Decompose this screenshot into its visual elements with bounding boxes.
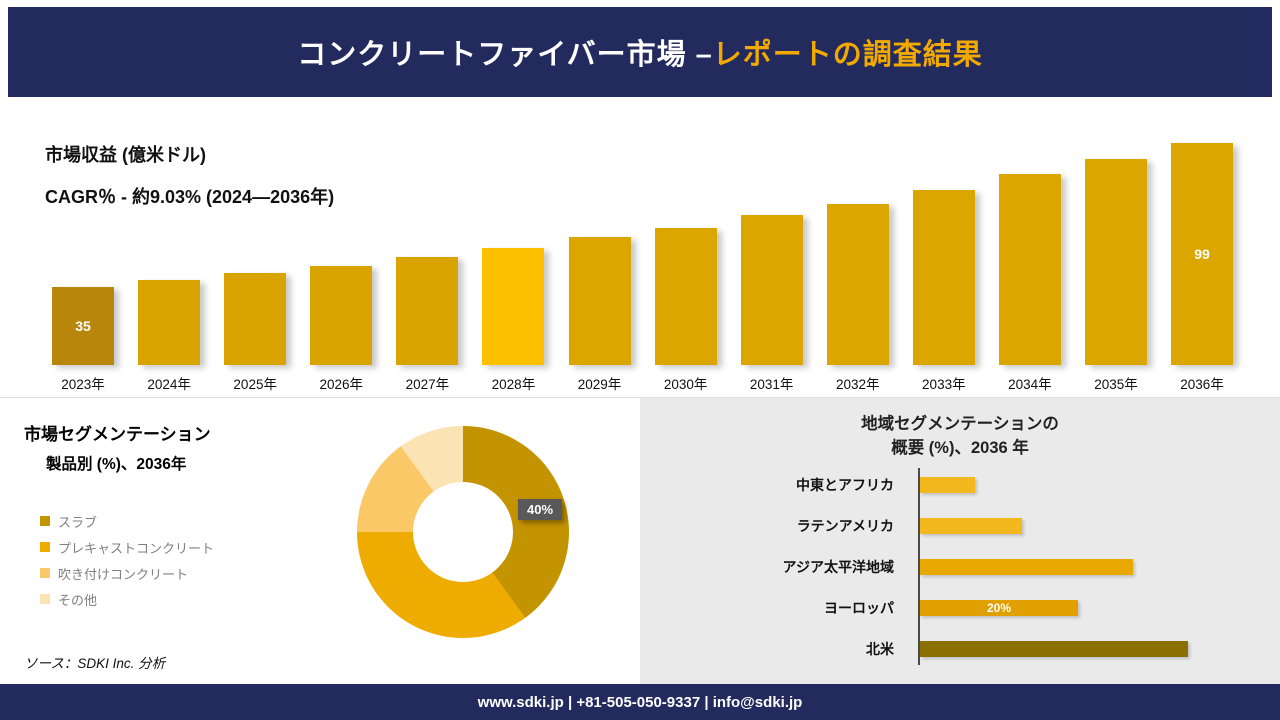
region-row: 中東とアフリカ [650,464,1270,505]
region-section-title: 地域セグメンテーションの [861,415,1059,433]
revenue-axis-label: 2026年 [319,377,364,392]
legend-item: 吹き付けコンクリート [40,560,214,586]
footer-contact-text: www.sdki.jp | +81-505-050-9337 | info@sd… [477,693,803,711]
legend-swatch [40,594,50,604]
source-note: ソース：SDKI Inc. 分析 [24,656,166,671]
revenue-axis-label: 2024年 [147,377,191,392]
region-bar [920,517,1022,534]
revenue-bar: 35 [52,287,115,365]
page-title-accent: レポートの調査結果 [712,39,983,71]
revenue-axis-label: 2027年 [405,377,450,392]
revenue-column: 2034年 [987,97,1073,395]
legend-item: スラブ [40,508,214,534]
revenue-column: 2026年 [298,97,384,395]
product-section-title: 市場セグメンテーション [24,425,211,444]
revenue-axis-label: 2023年 [61,377,105,392]
revenue-axis-label: 2035年 [1094,377,1138,392]
region-value-label: 20% [986,600,1012,615]
revenue-bar [224,273,287,365]
revenue-bar: 99 [1171,143,1234,365]
revenue-column: 35 2023年 [40,97,126,395]
donut-value-callout: 40% [518,499,563,520]
page-title: コンクリートファイバー市場 –レポートの調査結果 [297,31,983,73]
region-row: ヨーロッパ 20% [650,587,1270,628]
revenue-bar [654,228,717,365]
revenue-axis-label: 2030年 [663,377,708,392]
region-label: 中東とアフリカ [796,476,894,493]
revenue-metric-label: 市場収益 (億米ドル) [45,145,206,165]
region-label: ヨーロッパ [824,599,894,616]
region-bar [920,558,1133,575]
region-label: ラテンアメリカ [796,517,894,534]
region-section-subtitle: 概要 (%)、2036 年 [891,439,1029,457]
product-segmentation-panel: 市場セグメンテーション 製品別 (%)、2036年 スラブプレキャストコンクリー… [0,397,640,684]
product-section-subtitle: 製品別 (%)、2036年 [46,456,187,473]
revenue-bar [138,280,201,365]
revenue-value-label: 99 [1194,246,1210,262]
region-bar: 20% [920,599,1078,616]
legend-label: スラブ [58,514,98,530]
cagr-label: CAGR％ - 約9.03% (2024―2036年) [45,187,335,207]
revenue-column: 2029年 [556,97,642,395]
revenue-column: 2030年 [643,97,729,395]
revenue-chart-section: 市場収益 (億米ドル) CAGR％ - 約9.03% (2024―2036年) … [0,97,1280,397]
revenue-bar [568,237,631,365]
revenue-column: 2035年 [1073,97,1159,395]
revenue-column: 2032年 [815,97,901,395]
region-axis-line [918,468,920,665]
revenue-column: 2028年 [470,97,556,395]
region-label: アジア太平洋地域 [782,558,894,575]
donut-chart [357,426,569,638]
revenue-bar [396,257,459,365]
footer-bar: www.sdki.jp | +81-505-050-9337 | info@sd… [0,684,1280,720]
revenue-column: 2031年 [729,97,815,395]
product-legend: スラブプレキャストコンクリート 吹き付けコンクリート その他 [40,508,214,612]
page-title-main: コンクリートファイバー市場 – [297,39,713,71]
revenue-bar [998,174,1061,365]
region-rows: 中東とアフリカ ラテンアメリカアジア太平洋地域ヨーロッパ 20% 北米 [650,464,1270,669]
revenue-column: 2024年 [126,97,212,395]
region-row: アジア太平洋地域 [650,546,1270,587]
revenue-bar [310,266,373,365]
legend-label: その他 [58,592,98,608]
revenue-axis-label: 2033年 [922,377,966,392]
region-row: ラテンアメリカ [650,505,1270,546]
revenue-column: 2025年 [212,97,298,395]
legend-item: プレキャストコンクリート [40,534,214,560]
revenue-column: 2033年 [901,97,987,395]
revenue-axis-label: 2028年 [491,377,536,392]
legend-swatch [40,542,50,552]
revenue-axis-label: 2034年 [1008,377,1052,392]
revenue-column: 99 2036年 [1159,97,1245,395]
revenue-bar [912,190,975,365]
revenue-axis-label: 2031年 [749,377,794,392]
region-row: 北米 [650,628,1270,669]
region-chart: 中東とアフリカ ラテンアメリカアジア太平洋地域ヨーロッパ 20% 北米 [650,464,1270,669]
revenue-bars: 35 2023年 2024年 2025年 2026年 2027年 2028年 2029年 203… [40,97,1245,395]
revenue-axis-label: 2025年 [233,377,277,392]
legend-swatch [40,516,50,526]
region-bar [920,640,1188,657]
revenue-axis-label: 2029年 [577,377,622,392]
legend-item: その他 [40,586,214,612]
legend-label: 吹き付けコンクリート [58,566,189,582]
revenue-axis-label: 2032年 [835,377,880,392]
revenue-bar [1084,159,1147,365]
header-banner: コンクリートファイバー市場 –レポートの調査結果 [8,7,1272,97]
revenue-column: 2027年 [384,97,470,395]
revenue-value-label: 35 [75,318,91,334]
revenue-axis-label: 2036年 [1180,377,1224,392]
donut-hole [413,482,513,582]
legend-label: プレキャストコンクリート [58,540,215,556]
revenue-bar [482,248,545,365]
region-segmentation-panel: 地域セグメンテーションの 概要 (%)、2036 年 中東とアフリカ ラテンアメリ… [640,397,1280,684]
revenue-bar [740,215,803,365]
revenue-bar [826,204,889,365]
legend-swatch [40,568,50,578]
region-label: 北米 [866,640,894,657]
region-bar [920,476,975,493]
